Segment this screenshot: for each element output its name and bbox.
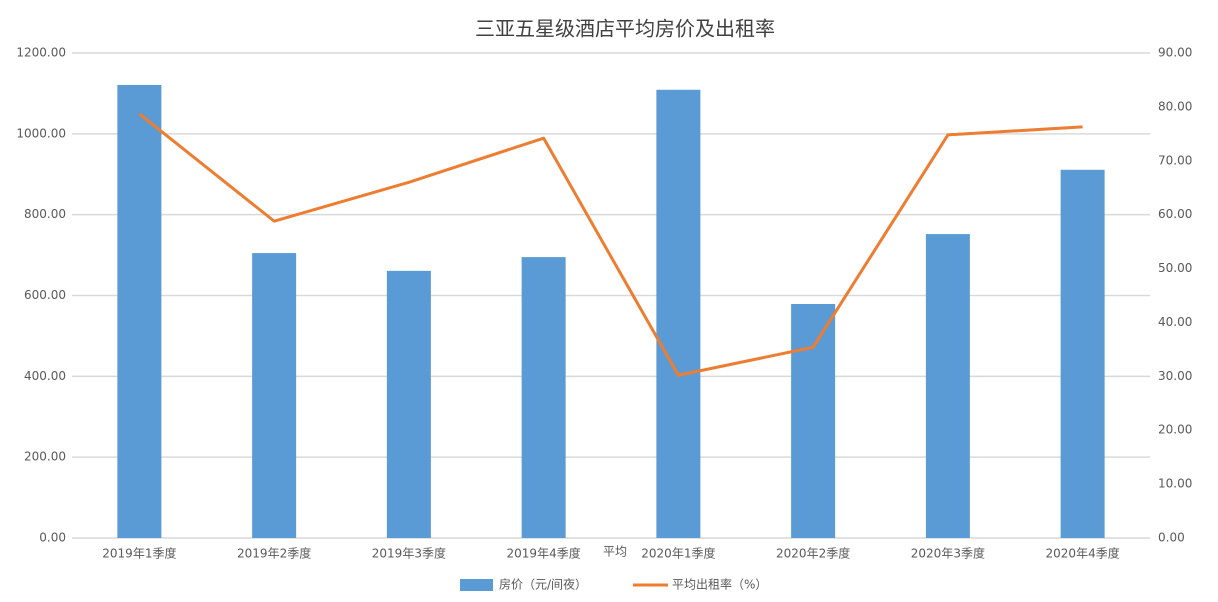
x-tick-label: 2019年1季度 [102,546,176,561]
y-tick-label: 600.00 [24,288,66,302]
x-tick-label: 2020年3季度 [911,546,985,561]
y2-tick-label: 0.00 [1158,531,1185,545]
bar [252,253,297,538]
y-tick-label: 1200.00 [16,46,66,60]
y-tick-label: 400.00 [24,369,66,383]
legend-label: 平均出租率（%） [672,577,767,592]
y2-tick-label: 80.00 [1158,99,1192,113]
x-tick-label: 2019年3季度 [372,546,446,561]
y2-tick-label: 30.00 [1158,369,1192,383]
x-tick-label: 2019年4季度 [507,546,581,561]
x-tick-label: 2020年2季度 [776,546,850,561]
bar [1060,169,1105,538]
x-tick-label: 2020年4季度 [1046,546,1120,561]
y-tick-label: 1000.00 [16,126,66,140]
legend-label: 房价（元/间夜） [499,577,587,592]
y-tick-label: 0.00 [39,531,66,545]
bar [117,84,162,538]
bar [656,89,701,538]
y2-tick-label: 40.00 [1158,315,1192,329]
legend-swatch [460,579,493,591]
annotation: 平均 [603,545,627,559]
y2-tick-label: 70.00 [1158,153,1192,167]
y-tick-label: 800.00 [24,207,66,221]
x-tick-label: 2019年2季度 [237,546,311,561]
bar [386,270,431,538]
y2-tick-label: 60.00 [1158,207,1192,221]
chart-title: 三亚五星级酒店平均房价及出租率 [475,17,775,41]
x-tick-label: 2020年1季度 [641,546,715,561]
bar [521,257,566,538]
y2-tick-label: 10.00 [1158,477,1192,491]
y2-tick-label: 90.00 [1158,46,1192,60]
line [138,112,1083,377]
bar [791,303,836,538]
y2-tick-label: 50.00 [1158,261,1192,275]
y2-tick-label: 20.00 [1158,423,1192,437]
y-tick-label: 200.00 [24,450,66,464]
bar [925,234,970,539]
